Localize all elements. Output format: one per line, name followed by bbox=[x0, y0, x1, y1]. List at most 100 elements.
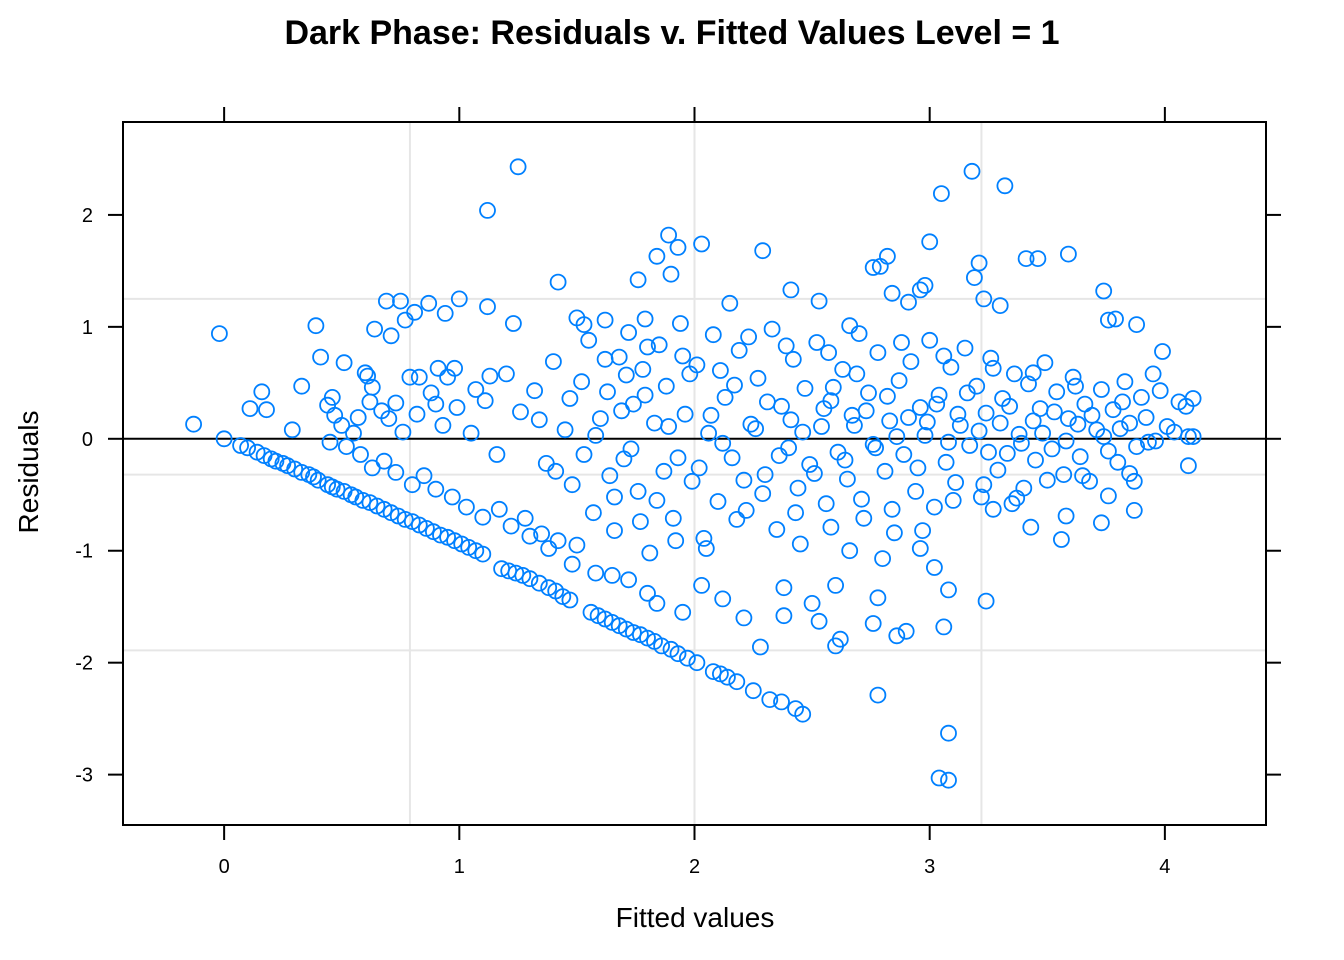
data-point bbox=[1151, 382, 1169, 400]
data-point bbox=[394, 423, 412, 441]
data-point bbox=[966, 269, 983, 287]
data-point bbox=[1015, 479, 1033, 497]
data-point bbox=[443, 488, 461, 506]
data-point bbox=[1154, 343, 1171, 360]
data-point bbox=[561, 390, 579, 407]
data-point bbox=[283, 421, 301, 439]
data-point bbox=[970, 254, 988, 272]
data-point bbox=[791, 535, 809, 553]
data-point bbox=[930, 769, 948, 787]
data-point bbox=[721, 294, 739, 312]
data-point bbox=[982, 349, 1000, 367]
data-point bbox=[775, 607, 793, 625]
data-point bbox=[655, 462, 673, 480]
data-point bbox=[622, 440, 640, 458]
data-point bbox=[258, 401, 275, 419]
data-point bbox=[1100, 442, 1117, 460]
data-point bbox=[1027, 451, 1044, 469]
data-point bbox=[547, 462, 565, 480]
data-point bbox=[307, 317, 325, 335]
data-point bbox=[879, 387, 896, 405]
data-point bbox=[337, 438, 355, 456]
data-point bbox=[773, 693, 790, 711]
data-point bbox=[794, 423, 812, 441]
data-point bbox=[356, 364, 374, 382]
data-point bbox=[714, 590, 732, 608]
x-tick-label: 0 bbox=[219, 856, 230, 878]
data-point bbox=[293, 377, 311, 395]
data-point bbox=[1008, 489, 1026, 507]
data-point bbox=[737, 501, 755, 519]
data-point bbox=[817, 495, 835, 513]
data-point bbox=[1006, 365, 1023, 383]
data-point bbox=[879, 247, 896, 265]
data-point bbox=[592, 410, 609, 428]
data-point bbox=[860, 384, 877, 402]
data-point bbox=[810, 292, 828, 310]
data-point bbox=[354, 491, 372, 509]
data-point bbox=[1111, 420, 1129, 438]
data-point bbox=[911, 540, 929, 557]
data-point bbox=[679, 649, 696, 667]
data-point bbox=[312, 348, 330, 366]
data-point bbox=[366, 320, 384, 338]
data-point bbox=[467, 381, 485, 398]
data-point bbox=[521, 570, 539, 588]
data-point bbox=[827, 637, 844, 655]
data-point bbox=[406, 303, 424, 321]
data-point bbox=[241, 400, 259, 418]
data-point bbox=[869, 686, 887, 704]
data-point bbox=[756, 466, 774, 484]
data-point bbox=[947, 474, 964, 491]
data-point bbox=[232, 437, 250, 454]
data-point bbox=[530, 574, 548, 592]
data-point bbox=[660, 418, 677, 435]
data-point bbox=[935, 618, 953, 636]
data-point bbox=[914, 522, 931, 539]
data-point bbox=[662, 265, 680, 283]
data-point bbox=[909, 459, 927, 477]
data-point bbox=[728, 511, 746, 528]
data-point bbox=[639, 338, 656, 356]
data-point bbox=[410, 368, 428, 386]
data-point bbox=[752, 638, 769, 656]
data-point bbox=[702, 406, 720, 424]
data-point bbox=[977, 592, 995, 610]
data-point bbox=[1043, 440, 1061, 458]
data-point bbox=[843, 406, 861, 424]
data-point bbox=[634, 360, 652, 378]
data-point bbox=[740, 328, 757, 346]
data-point bbox=[450, 290, 468, 308]
data-point bbox=[761, 691, 779, 708]
data-point bbox=[587, 426, 605, 444]
data-point bbox=[907, 482, 924, 500]
data-point bbox=[1022, 518, 1040, 536]
data-point bbox=[575, 316, 593, 334]
data-point bbox=[930, 386, 948, 404]
data-point bbox=[575, 446, 593, 463]
data-point bbox=[980, 443, 997, 461]
data-point bbox=[326, 406, 344, 424]
data-point bbox=[902, 353, 920, 371]
data-point bbox=[639, 584, 656, 602]
data-point bbox=[869, 344, 887, 362]
data-point bbox=[977, 404, 995, 422]
data-point bbox=[1024, 412, 1042, 430]
data-point bbox=[1121, 414, 1138, 432]
data-point bbox=[928, 395, 946, 413]
data-point bbox=[1003, 495, 1021, 513]
data-point bbox=[1034, 424, 1051, 442]
y-tick-label: 1 bbox=[82, 317, 93, 339]
data-point bbox=[629, 482, 647, 500]
data-point bbox=[810, 612, 828, 630]
data-point bbox=[1100, 487, 1117, 505]
data-point bbox=[937, 453, 955, 471]
data-point bbox=[474, 508, 492, 526]
data-point bbox=[900, 409, 917, 426]
data-point bbox=[601, 467, 619, 485]
data-point bbox=[657, 377, 675, 395]
data-point bbox=[704, 326, 722, 344]
data-point bbox=[502, 517, 520, 535]
data-point bbox=[380, 410, 398, 428]
